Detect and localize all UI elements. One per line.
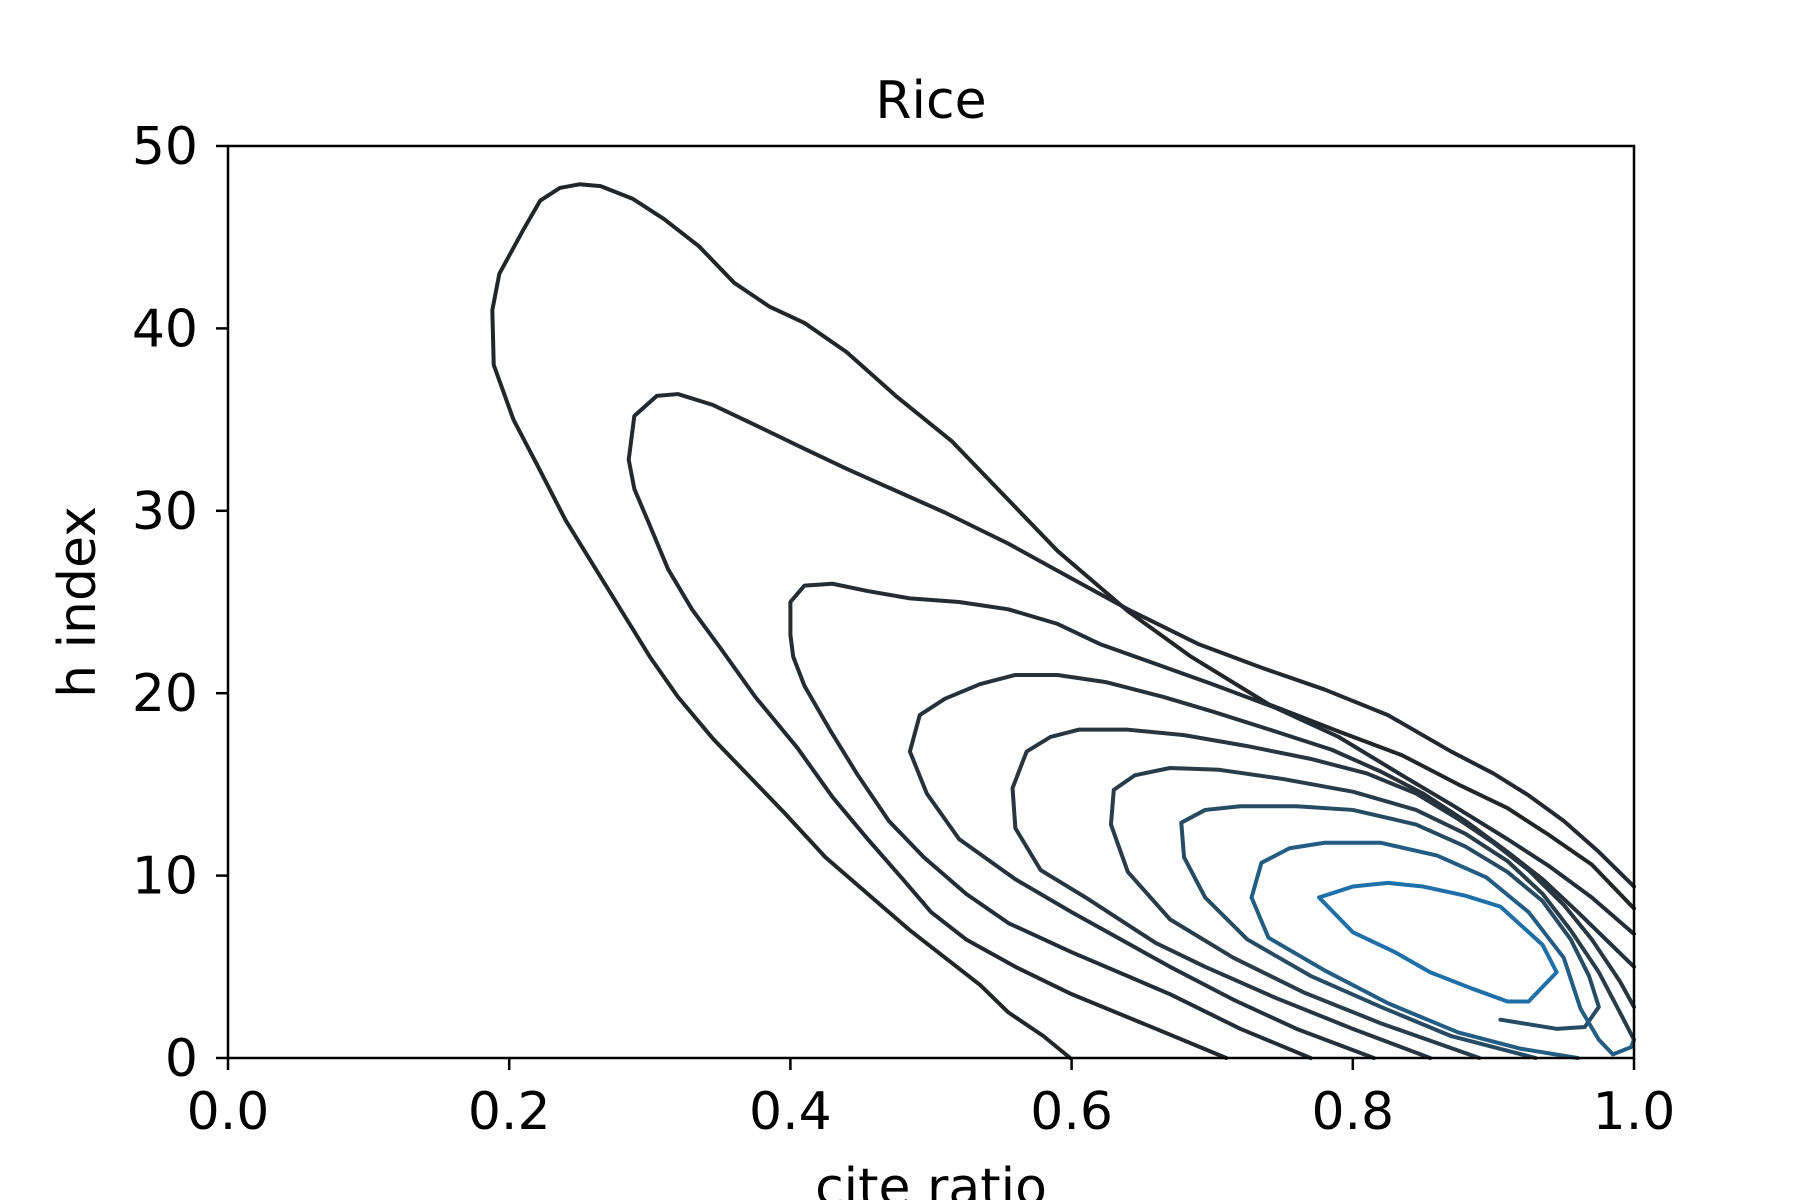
x-tick-label: 0.8 [1311, 1082, 1394, 1142]
contour-line-level-5 [1010, 727, 1636, 1060]
x-tick-label: 0.2 [468, 1082, 551, 1142]
contour-line-level-3 [788, 581, 1636, 1060]
y-axis-label: h index [48, 506, 108, 698]
x-tick-label: 0.0 [187, 1082, 270, 1142]
x-tick-label: 1.0 [1593, 1082, 1676, 1142]
x-tick-label: 0.4 [749, 1082, 832, 1142]
contour-line-level-6 [1108, 765, 1636, 1060]
y-tick-label: 10 [132, 847, 198, 907]
x-axis-ticks: 0.0 0.2 0.4 0.6 0.8 1.0 [187, 1058, 1676, 1142]
y-tick-label: 20 [132, 664, 198, 724]
contour-line-level-1 [490, 182, 1636, 1060]
x-tick-label: 0.6 [1030, 1082, 1113, 1142]
y-tick-label: 0 [165, 1029, 198, 1089]
chart-title: Rice [875, 71, 986, 131]
contour-line-level-2 [626, 392, 1636, 1060]
contour-layer [490, 182, 1636, 1060]
y-axis-ticks: 0 10 20 30 40 50 [132, 117, 228, 1089]
contour-line-level-8 [1249, 840, 1636, 1060]
plot-frame [226, 144, 1636, 1060]
y-tick-label: 40 [132, 299, 198, 359]
contour-line-level-9 [1317, 880, 1559, 1004]
x-axis-label: cite ratio [815, 1158, 1047, 1200]
contour-line-level-7 [1179, 804, 1601, 1060]
y-tick-label: 30 [132, 482, 198, 542]
y-tick-label: 50 [132, 117, 198, 177]
